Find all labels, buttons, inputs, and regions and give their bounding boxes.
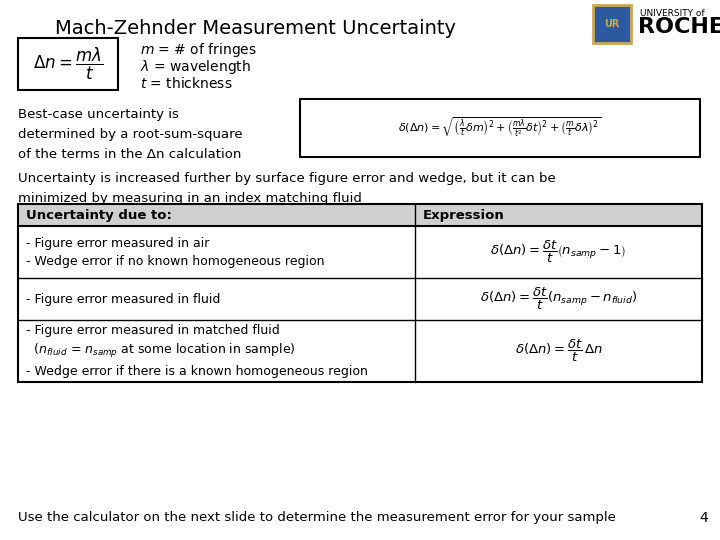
Bar (18, 204, 702, 382)
Text: Best-case uncertainty is
determined by a root-sum-square
of the terms in the Δn : Best-case uncertainty is determined by a… (18, 108, 243, 161)
Text: UNIVERSITY of: UNIVERSITY of (640, 9, 705, 17)
Text: Use the calculator on the next slide to determine the measurement error for your: Use the calculator on the next slide to … (18, 511, 616, 524)
Text: 4: 4 (699, 511, 708, 525)
Bar (18, 204, 702, 226)
Text: UR: UR (604, 19, 620, 29)
Text: - Figure error measured in air
- Wedge error if no known homogeneous region: - Figure error measured in air - Wedge e… (26, 237, 325, 267)
Text: Uncertainty due to:: Uncertainty due to: (26, 208, 172, 221)
Text: $\delta(\Delta n) = \sqrt{\left(\frac{\lambda}{t}\delta m\right)^2 + \left(\frac: $\delta(\Delta n) = \sqrt{\left(\frac{\l… (398, 116, 602, 140)
Bar (300, 99, 700, 157)
Bar (18, 38, 118, 90)
Text: $\delta(\Delta n) = \dfrac{\delta t}{t}\left(n_{samp} - n_{fluid}\right)$: $\delta(\Delta n) = \dfrac{\delta t}{t}\… (480, 286, 637, 312)
Text: $\delta(\Delta n) = \dfrac{\delta t}{t}\left(n_{samp} - 1\right)$: $\delta(\Delta n) = \dfrac{\delta t}{t}\… (490, 239, 626, 265)
Text: $\delta(\Delta n) = \dfrac{\delta t}{t}\,\Delta n$: $\delta(\Delta n) = \dfrac{\delta t}{t}\… (515, 338, 603, 364)
Text: - Figure error measured in matched fluid
  ($n_{fluid}$ = $n_{samp}$ at some loc: - Figure error measured in matched fluid… (26, 323, 368, 379)
Text: ROCHESTER: ROCHESTER (638, 17, 720, 37)
Text: Mach-Zehnder Measurement Uncertainty: Mach-Zehnder Measurement Uncertainty (55, 18, 456, 37)
Text: - Figure error measured in fluid: - Figure error measured in fluid (26, 293, 220, 306)
Text: $\Delta n = \dfrac{m\lambda}{t}$: $\Delta n = \dfrac{m\lambda}{t}$ (33, 46, 103, 82)
Text: Expression: Expression (423, 208, 505, 221)
Text: Uncertainty is increased further by surface figure error and wedge, but it can b: Uncertainty is increased further by surf… (18, 172, 556, 205)
Text: $m$ = # of fringes: $m$ = # of fringes (140, 41, 257, 59)
Text: $t$ = thickness: $t$ = thickness (140, 77, 233, 91)
Text: $\lambda$ = wavelength: $\lambda$ = wavelength (140, 58, 251, 76)
Bar (18, 204, 702, 382)
Bar (593, 5, 631, 43)
